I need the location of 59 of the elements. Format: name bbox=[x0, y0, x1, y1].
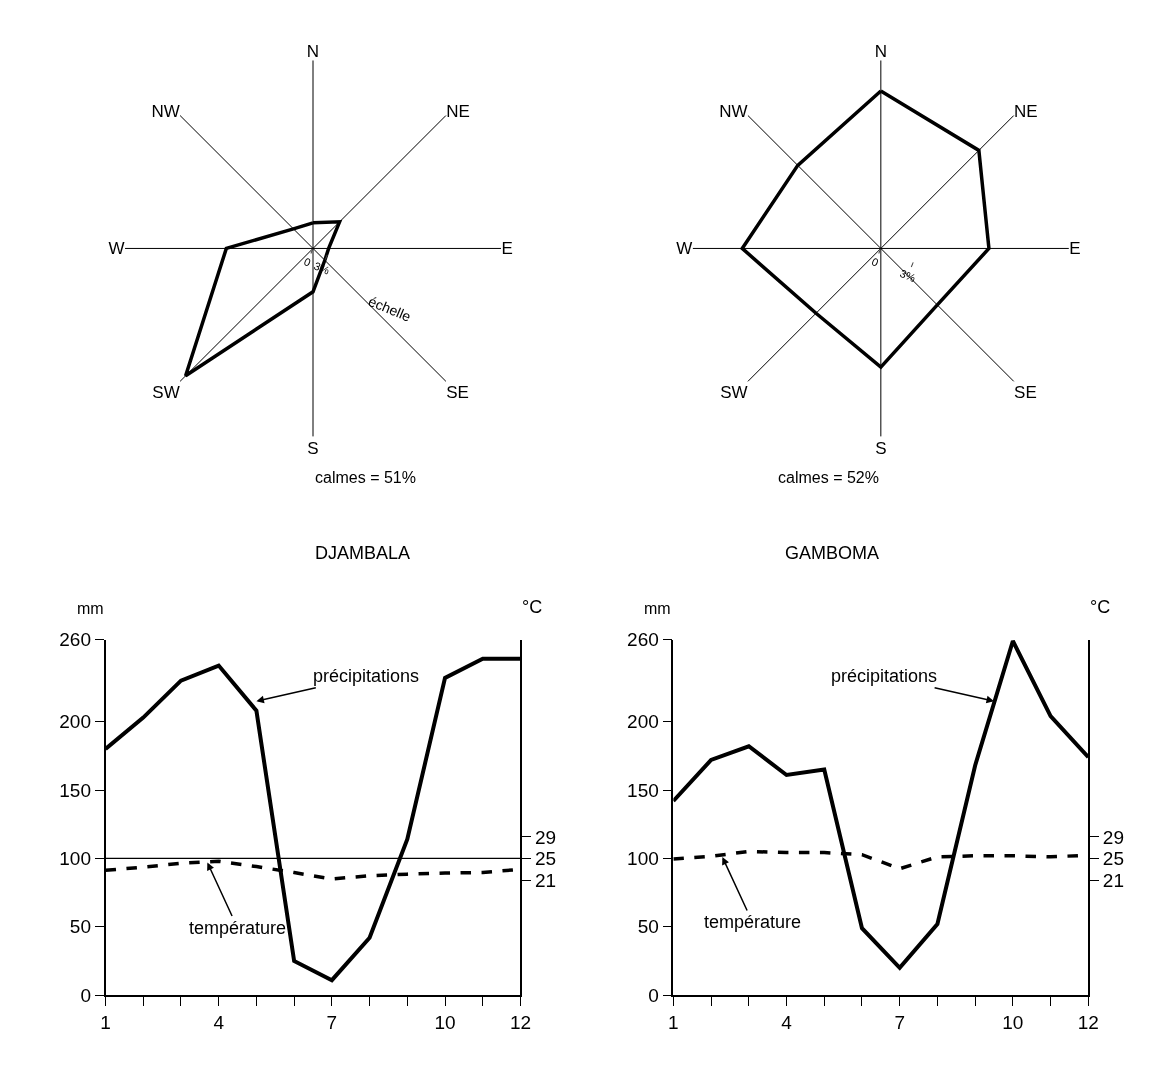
spoke-label: W bbox=[676, 239, 693, 259]
x-tick-label: 12 bbox=[509, 1011, 532, 1033]
y-tick-label: 150 bbox=[627, 779, 659, 801]
y-axis-title: mm bbox=[644, 600, 671, 617]
y2-tick-label: 29 bbox=[535, 826, 557, 848]
y2-tick-label: 21 bbox=[535, 869, 557, 891]
y2-axis-title: °C bbox=[1090, 597, 1111, 617]
y-tick-label: 260 bbox=[59, 629, 91, 651]
x-tick-label: 10 bbox=[1002, 1011, 1024, 1033]
x-tick-label: 1 bbox=[668, 1011, 679, 1033]
y-tick-label: 100 bbox=[627, 848, 659, 870]
spoke-label: S bbox=[875, 438, 887, 458]
spoke-label: W bbox=[108, 239, 125, 259]
y-tick-label: 50 bbox=[637, 916, 659, 938]
x-tick-label: 10 bbox=[434, 1011, 456, 1033]
x-tick-label: 7 bbox=[894, 1011, 905, 1033]
y-tick-label: 260 bbox=[627, 629, 659, 651]
spoke-label: NW bbox=[151, 101, 180, 121]
spoke-label: SW bbox=[152, 382, 180, 402]
chart-title: DJAMBALA bbox=[315, 543, 411, 563]
y2-tick-label: 25 bbox=[1102, 848, 1125, 870]
spoke-label: N bbox=[306, 41, 320, 61]
text: calmes = 52% bbox=[778, 469, 879, 486]
y2-axis-title: °C bbox=[522, 597, 543, 617]
y-tick-label: 0 bbox=[870, 255, 881, 269]
y-tick-label: 0 bbox=[80, 984, 91, 1006]
chart-title: GAMBOMA bbox=[785, 543, 880, 563]
y-tick-label: 200 bbox=[627, 711, 659, 733]
x-tick-label: 7 bbox=[326, 1011, 338, 1033]
spoke-label: NE bbox=[446, 101, 470, 121]
spoke-label: SE bbox=[446, 382, 469, 402]
x-tick-label: 4 bbox=[213, 1011, 225, 1033]
y-tick-label: 3% bbox=[898, 266, 918, 285]
y-tick-label: 150 bbox=[59, 779, 91, 801]
annotation: température bbox=[704, 912, 802, 932]
y-tick-label: 0 bbox=[302, 255, 313, 269]
spoke-label: SE bbox=[1014, 382, 1037, 402]
annotation: précipitations bbox=[313, 666, 420, 686]
y2-tick-label: 25 bbox=[535, 848, 557, 870]
annotation: température bbox=[189, 918, 287, 938]
y-tick-label: 100 bbox=[59, 848, 91, 870]
y2-tick-label: 21 bbox=[1102, 869, 1125, 891]
y-tick-label: 0 bbox=[648, 984, 659, 1006]
x-tick-label: 12 bbox=[1077, 1011, 1099, 1033]
annotation: précipitations bbox=[831, 666, 938, 686]
spoke-label: E bbox=[1069, 239, 1081, 259]
spoke-label: E bbox=[501, 239, 513, 259]
x-tick-label: 1 bbox=[100, 1011, 111, 1033]
y-axis-title: mm bbox=[77, 600, 104, 617]
spoke-label: N bbox=[874, 41, 887, 61]
y-tick-label: 200 bbox=[59, 711, 91, 733]
y2-tick-label: 29 bbox=[1102, 826, 1125, 848]
spoke-label: S bbox=[307, 438, 319, 458]
spoke-label: SW bbox=[720, 382, 748, 402]
y-tick-label: 50 bbox=[69, 916, 91, 938]
x-tick-label: 4 bbox=[781, 1011, 793, 1033]
spoke-label: NE bbox=[1014, 101, 1038, 121]
spoke-label: NW bbox=[719, 101, 748, 121]
text: calmes = 51% bbox=[315, 469, 416, 486]
